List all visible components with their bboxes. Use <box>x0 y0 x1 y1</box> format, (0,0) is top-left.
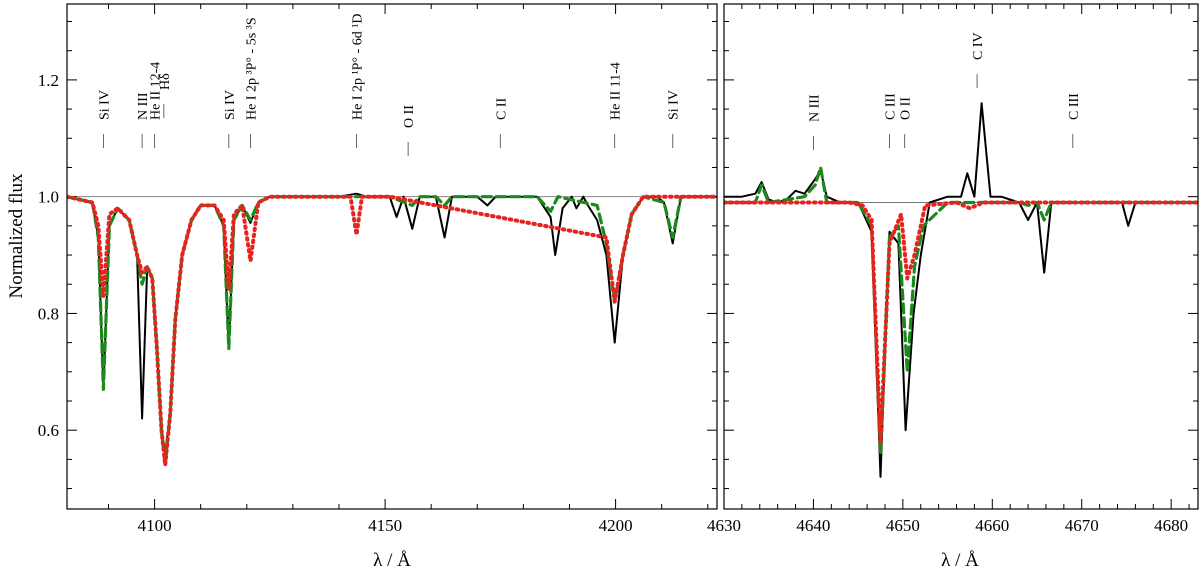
line-id-label: He I 2p ¹P° - 6d ¹D <box>351 13 366 120</box>
line-id-label: C III <box>883 93 898 120</box>
line-id-label: N III <box>807 94 822 122</box>
line-id-label: Si IV <box>667 90 682 120</box>
line-id-label: C III <box>1067 93 1082 120</box>
spectrum-dashed <box>724 165 1198 456</box>
spectrum-dashed <box>67 195 717 467</box>
line-id-label: Si IV <box>97 90 112 120</box>
line-id-label: He I 2p ³P° - 5s ³S <box>244 17 259 120</box>
line-id-label: O II <box>899 97 914 120</box>
x-tick-label: 4640 <box>796 516 830 535</box>
y-axis-label: Normalized flux <box>6 173 27 299</box>
x-tick-label: 4680 <box>1154 516 1188 535</box>
series-group <box>67 192 717 468</box>
line-id-label: C II <box>494 97 509 120</box>
x-tick-label: 4150 <box>368 516 402 535</box>
y-tick-label: 1.2 <box>38 71 59 90</box>
x-tick-label: 4200 <box>599 516 633 535</box>
y-tick-label: 0.8 <box>38 304 59 323</box>
x-axis-label-left: λ / Å <box>373 550 411 571</box>
x-axis-label-right: λ / Å <box>941 550 979 571</box>
x-tick-label: 4670 <box>1065 516 1099 535</box>
y-tick-label: 1.0 <box>38 188 59 207</box>
spectrum-dotted <box>724 200 1198 444</box>
x-tick-label: 4630 <box>707 516 741 535</box>
line-id-label: C IV <box>971 32 986 60</box>
y-tick-label: 0.6 <box>38 421 59 440</box>
x-tick-label: 4650 <box>886 516 920 535</box>
series-group <box>724 102 1198 478</box>
line-id-label: Hδ <box>158 73 173 90</box>
line-id-label: O II <box>402 105 417 128</box>
plot-frame <box>723 3 1199 510</box>
spectrum-solid <box>67 192 717 455</box>
line-id-label: He II 11-4 <box>609 62 624 120</box>
x-tick-label: 4100 <box>138 516 172 535</box>
spectrum-dotted <box>67 194 717 468</box>
line-id-label: He II 12-4 <box>149 62 164 120</box>
x-tick-label: 4660 <box>975 516 1009 535</box>
spectrum-solid <box>724 102 1198 478</box>
line-id-label: Si IV <box>223 90 238 120</box>
line-id-label: N III <box>136 92 151 120</box>
plot-frame <box>66 3 718 510</box>
